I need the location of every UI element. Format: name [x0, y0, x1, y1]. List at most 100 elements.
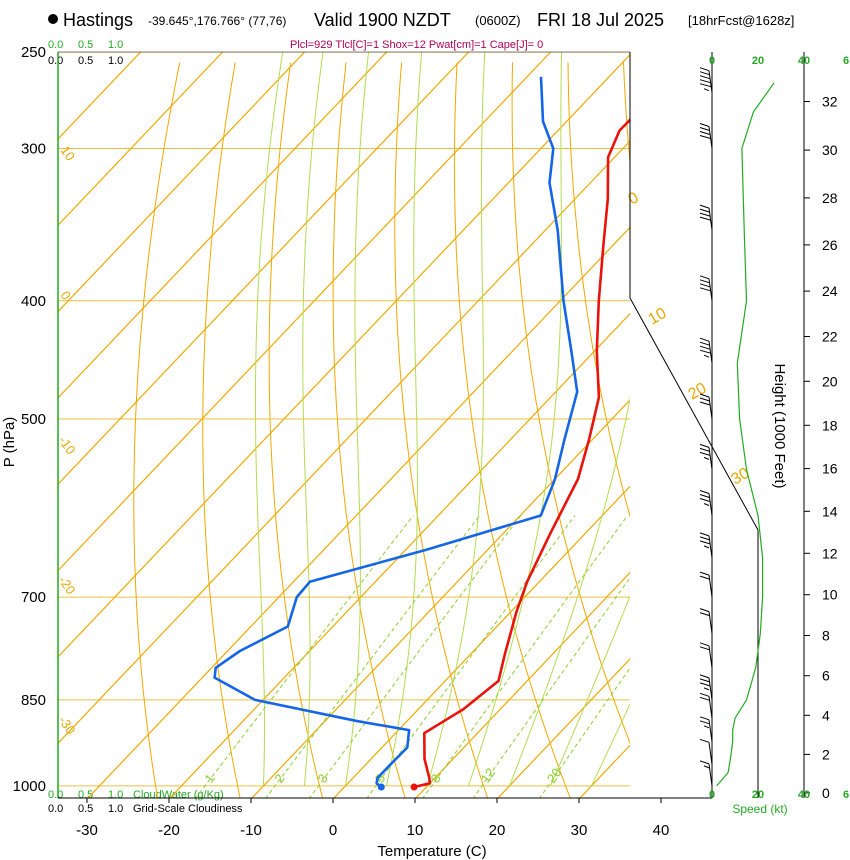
dry-adiabat-270	[268, 62, 324, 798]
height-axis-title: Height (1000 Feet)	[771, 363, 788, 488]
isotherm-10	[415, 571, 630, 798]
height-tick-label-6: 6	[822, 668, 830, 684]
wind-barb-0	[699, 760, 713, 786]
height-tick-label-16: 16	[822, 461, 838, 477]
moist-adiabat-30	[590, 703, 630, 787]
isotherm--60	[58, 52, 552, 572]
wind-barb-15	[699, 123, 713, 149]
height-tick-label-8: 8	[822, 628, 830, 644]
speed-axis-label: Speed (kt)	[732, 802, 787, 816]
cloud-scale-top-green-1: 0.5	[78, 39, 93, 51]
speed-top-tick-2: 40	[798, 55, 810, 67]
wind-barb-14	[699, 204, 713, 231]
isotherm-0	[333, 485, 630, 798]
wind-panel	[699, 67, 775, 787]
wind-barb-5	[699, 642, 713, 668]
wind-barb-6	[699, 608, 713, 634]
moist-adiabat-20	[508, 396, 630, 787]
dewpoint-line-surface-point	[377, 783, 385, 791]
moist-adiabat--10	[255, 52, 284, 786]
wind-barb-1	[699, 738, 713, 765]
forecast-info: [18hrFcst@1628z]	[688, 13, 794, 28]
frame-layer	[57, 51, 759, 799]
mixing-ratio-label-1: 1	[201, 771, 217, 786]
height-tick-label-18: 18	[822, 417, 838, 433]
speed-top-tick-1: 20	[752, 55, 764, 67]
height-tick-label-4: 4	[822, 707, 830, 723]
wind-barb-7	[699, 571, 713, 598]
x-tick-label--20: -20	[158, 822, 180, 839]
mixing-ratio-label-3: 3	[315, 771, 331, 786]
mixing-ratio-label-12: 12	[478, 765, 499, 785]
y-tick-label-400: 400	[21, 293, 46, 310]
station-coords: -39.645°,176.766° (77,76)	[148, 14, 286, 28]
cloud-scale-top-green-0: 0.0	[48, 39, 63, 51]
isotherm--70	[58, 52, 470, 486]
tick-layer: -30 -20 -10 0 10 20 30 401000850700500400300250…	[13, 44, 838, 839]
zulu-time: (0600Z)	[475, 13, 521, 28]
isotherm--40	[58, 140, 630, 745]
isotherm--100	[58, 52, 224, 227]
speed-bottom-tick-2: 40	[798, 789, 810, 801]
cloud-scale-top-black-2: 1.0	[108, 55, 123, 67]
right-axis-diagonal	[629, 297, 759, 531]
temperature-line-surface-point	[410, 783, 418, 791]
isotherm-label-left-3: -20	[56, 573, 79, 597]
wind-barb-8	[699, 532, 713, 558]
cloud-scale-bottom-black-0: 0.0	[48, 803, 63, 815]
stability-indices: Plcl=929 Tlcl[C]=1 Shox=12 Pwat[cm]=1 Ca…	[290, 39, 543, 51]
dry-adiabat-360	[790, 63, 850, 800]
speed-top-tick-0: 0	[709, 55, 715, 67]
wind-barb-13	[699, 275, 713, 301]
station-name: Hastings	[63, 10, 133, 30]
forecast-date: FRI 18 Jul 2025	[537, 10, 664, 30]
y-tick-label-300: 300	[21, 141, 46, 158]
isotherm-label-left-2: -10	[56, 433, 79, 457]
x-tick-label-40: 40	[653, 822, 670, 839]
mixing-ratio-8	[422, 515, 629, 798]
x-tick-label--30: -30	[76, 822, 98, 839]
cloud-scale-bottom-green-2: 1.0	[108, 789, 123, 801]
y-tick-label-250: 250	[21, 44, 46, 61]
x-tick-label-20: 20	[489, 822, 506, 839]
cloudiness-label: Grid-Scale Cloudiness	[133, 803, 243, 815]
isotherm-label-left-4: -30	[56, 713, 79, 737]
height-tick-label-12: 12	[822, 545, 838, 561]
cloud-scale-top-black-0: 0.0	[48, 55, 63, 67]
height-tick-label-24: 24	[822, 283, 838, 299]
height-tick-label-26: 26	[822, 237, 838, 253]
mixing-ratio-12	[472, 576, 630, 798]
valid-time: Valid 1900 NZDT	[314, 10, 451, 30]
wind-speed-line	[716, 82, 775, 787]
mixing-ratio-3	[308, 515, 522, 798]
x-tick-label--10: -10	[240, 822, 262, 839]
station-marker-icon	[48, 14, 58, 24]
wind-barb-16	[699, 67, 713, 93]
moist-adiabat-0	[344, 52, 370, 786]
dry-adiabat-280	[332, 62, 406, 798]
moist-adiabat-10	[426, 52, 486, 787]
mixing-ratio-label-2: 2	[271, 771, 287, 786]
isotherm-label-left-0: 10	[58, 143, 79, 163]
dry-adiabat-250	[133, 62, 181, 798]
wind-barb-4	[699, 674, 713, 700]
x-tick-label-0: 0	[329, 822, 337, 839]
moist-adiabat-5	[385, 52, 423, 787]
height-tick-label-22: 22	[822, 329, 838, 345]
isotherm--30	[87, 226, 630, 798]
cloud-scale-top-black-1: 0.5	[78, 55, 93, 67]
isotherm-label-right-0: 0	[626, 189, 642, 208]
speed-top-tick-3: 6	[843, 55, 849, 67]
wind-barb-11	[699, 393, 713, 420]
dry-adiabat-260	[202, 62, 241, 798]
mixing-ratio-label-5: 5	[372, 771, 388, 786]
height-tick-label-32: 32	[822, 94, 838, 110]
cloud-water-label: CloudWater (g/Kg)	[133, 789, 224, 801]
mixing-ratio-1	[195, 515, 414, 798]
height-tick-label-10: 10	[822, 587, 838, 603]
dry-adiabat-320	[567, 62, 630, 518]
wind-barb-10	[699, 443, 713, 470]
moist-adiabat-25	[549, 594, 630, 787]
moist-adiabat-35	[632, 52, 850, 786]
height-tick-label-14: 14	[822, 503, 838, 519]
